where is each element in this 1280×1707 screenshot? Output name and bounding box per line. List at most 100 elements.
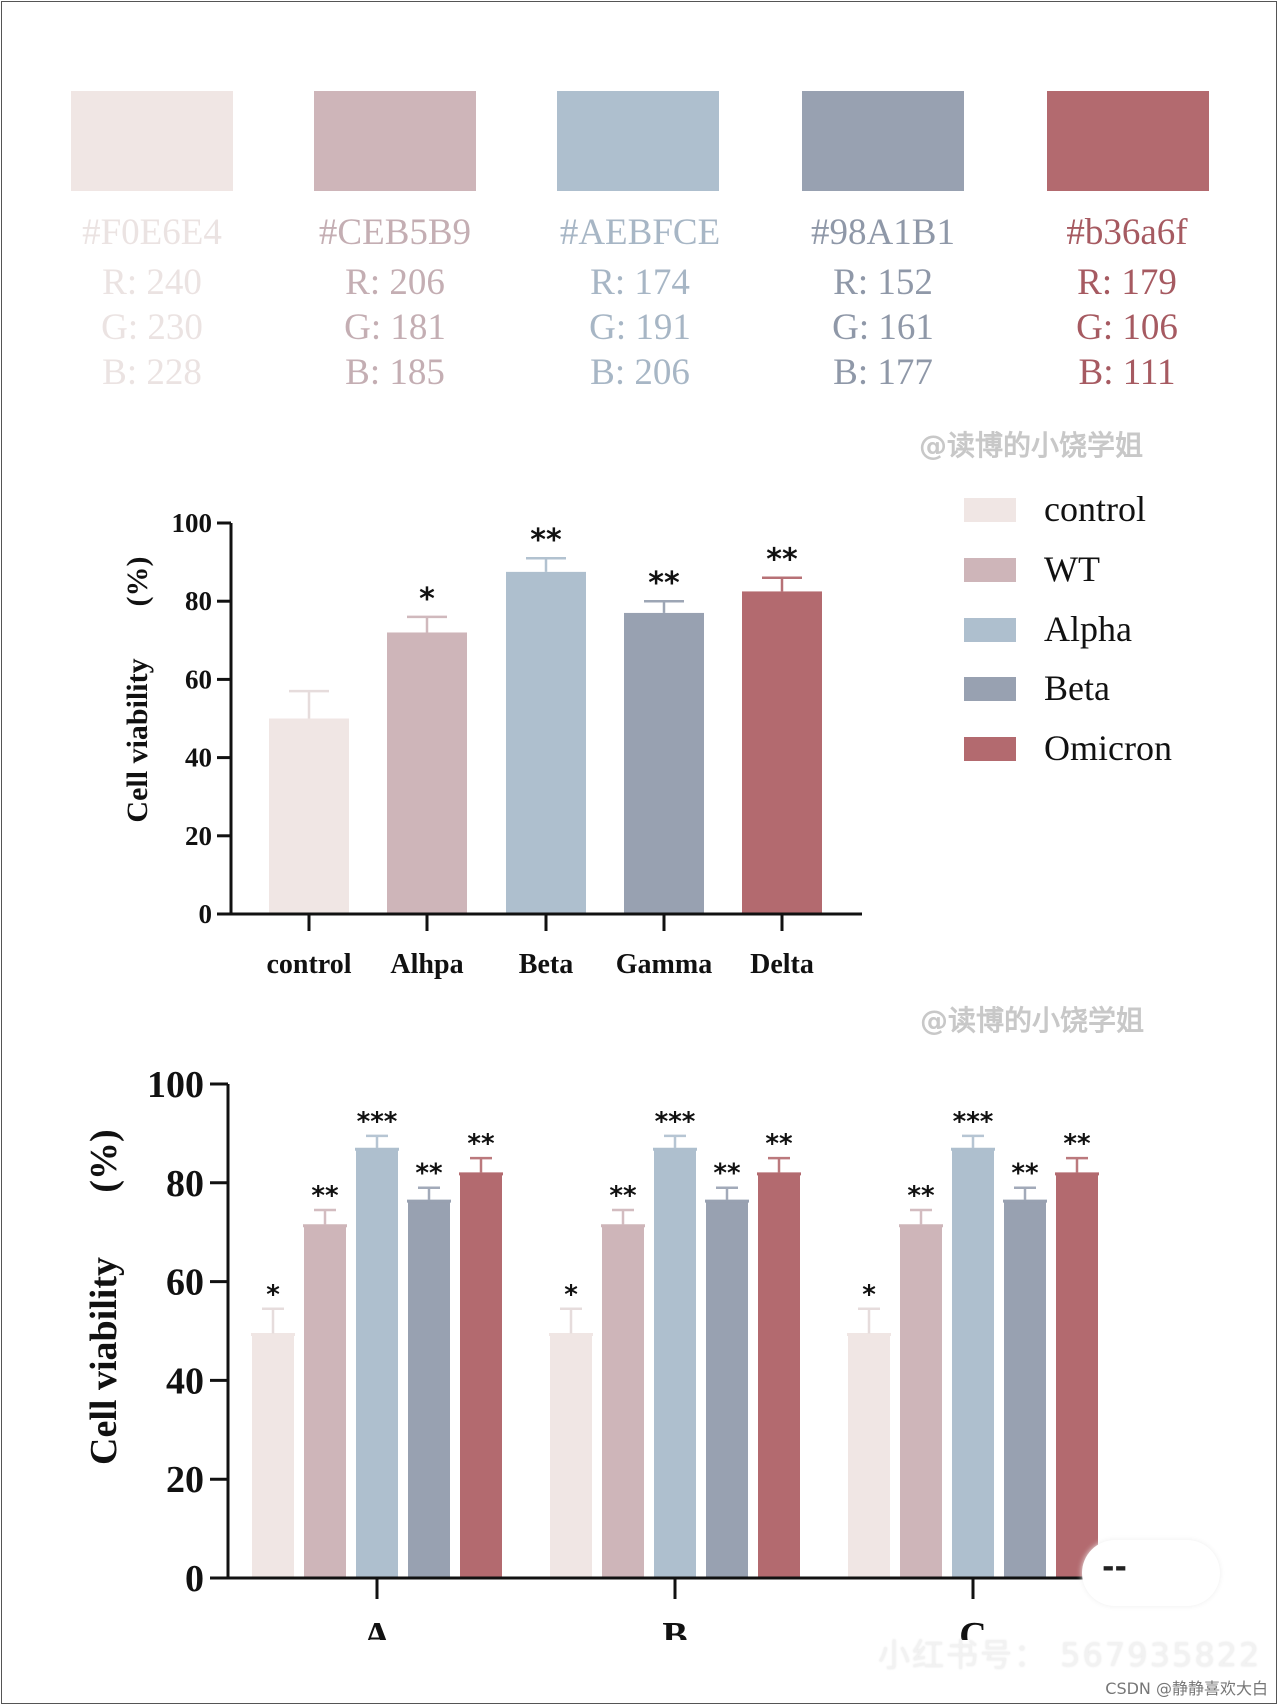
y-tick-label: 0 — [199, 899, 213, 929]
significance-marker: ** — [765, 1129, 793, 1159]
xiaohongshu-badge: -- — [1082, 1540, 1220, 1606]
palette-r-value: R: 179 — [1077, 262, 1177, 303]
bar — [387, 632, 467, 913]
author-watermark-2: @读博的小饶学姐 — [920, 1004, 1145, 1037]
significance-marker: ** — [467, 1129, 495, 1159]
legend-label: Alpha — [1044, 609, 1132, 649]
significance-marker: * — [266, 1280, 280, 1310]
legend-label: Beta — [1044, 668, 1110, 708]
x-tick-label: Delta — [750, 949, 814, 980]
csdn-watermark: CSDN @静静喜欢大白 — [1105, 1679, 1268, 1698]
legend-label: control — [1044, 489, 1146, 529]
significance-marker: ** — [907, 1181, 935, 1211]
significance-marker: ** — [530, 523, 562, 558]
palette-b-value: B: 177 — [833, 352, 933, 393]
author-watermark-1: @读博的小饶学姐 — [919, 429, 1144, 462]
bar — [706, 1200, 748, 1577]
significance-marker: * — [564, 1280, 578, 1310]
bar — [460, 1172, 502, 1577]
xiaohongshu-id-watermark: 小红书号： 567935822 — [878, 1636, 1262, 1674]
significance-marker: ** — [415, 1159, 443, 1189]
y-axis-label-unit: (%) — [121, 557, 154, 607]
bar — [758, 1172, 800, 1577]
bar — [506, 571, 586, 913]
palette-swatch — [802, 91, 964, 191]
significance-marker: ** — [766, 543, 798, 578]
palette-hex-code: #98A1B1 — [811, 212, 955, 253]
palette-swatch — [71, 91, 233, 191]
bar — [356, 1148, 398, 1577]
palette-g-value: G: 191 — [589, 307, 691, 348]
palette-swatch — [314, 91, 476, 191]
significance-marker: ** — [609, 1181, 637, 1211]
palette-b-value: B: 228 — [102, 352, 202, 393]
bar — [624, 612, 704, 913]
y-tick-label: 60 — [185, 664, 212, 694]
palette-b-value: B: 111 — [1078, 352, 1176, 393]
y-axis-label-unit: (%) — [83, 1129, 125, 1192]
bar — [269, 718, 349, 913]
significance-marker: * — [419, 582, 435, 617]
palette-r-value: R: 206 — [345, 262, 445, 303]
legend-swatch — [964, 558, 1016, 582]
y-tick-label: 100 — [147, 1064, 204, 1106]
significance-marker: ** — [648, 566, 680, 601]
palette-hex-code: #AEBFCE — [559, 212, 721, 253]
significance-marker: ** — [1063, 1129, 1091, 1159]
x-tick-label: B — [662, 1615, 687, 1640]
x-tick-label: control — [266, 949, 351, 980]
bar — [952, 1148, 994, 1577]
palette-g-value: G: 161 — [832, 307, 934, 348]
palette-hex-code: #F0E6E4 — [82, 212, 222, 253]
palette-g-value: G: 106 — [1076, 307, 1178, 348]
y-tick-label: 60 — [166, 1262, 204, 1304]
bar — [304, 1224, 346, 1577]
significance-marker: ** — [311, 1181, 339, 1211]
significance-marker: *** — [953, 1107, 994, 1137]
bar — [252, 1333, 294, 1577]
significance-marker: *** — [655, 1107, 696, 1137]
y-tick-label: 100 — [172, 508, 213, 538]
legend-label: WT — [1044, 549, 1100, 589]
y-axis-label: Cell viability (%) — [83, 1129, 125, 1465]
bar — [900, 1224, 942, 1577]
xiaohongshu-badge-text: -- — [1102, 1550, 1127, 1585]
y-tick-label: 40 — [185, 743, 212, 773]
y-axis-label: Cell viability (%) — [121, 557, 154, 823]
significance-marker: * — [862, 1280, 876, 1310]
y-tick-label: 40 — [166, 1360, 204, 1402]
significance-marker: ** — [1011, 1159, 1039, 1189]
palette-r-value: R: 152 — [833, 262, 933, 303]
bar — [742, 591, 822, 913]
y-tick-label: 80 — [185, 586, 212, 616]
legend-swatch — [964, 618, 1016, 642]
legend-swatch — [964, 498, 1016, 522]
palette-swatch — [557, 91, 719, 191]
y-tick-label: 20 — [166, 1459, 204, 1501]
x-tick-label: Alhpa — [390, 949, 463, 980]
bar — [550, 1333, 592, 1577]
palette-g-value: G: 230 — [101, 307, 203, 348]
palette-swatch — [1047, 91, 1209, 191]
palette-b-value: B: 185 — [345, 352, 445, 393]
bar — [408, 1200, 450, 1577]
y-axis-label-main: Cell viability — [83, 1257, 125, 1465]
palette-g-value: G: 181 — [344, 307, 446, 348]
legend-swatch — [964, 737, 1016, 761]
palette-r-value: R: 174 — [590, 262, 690, 303]
significance-marker: ** — [713, 1159, 741, 1189]
x-tick-label: Beta — [519, 949, 573, 980]
palette-hex-code: #b36a6f — [1066, 212, 1188, 253]
significance-marker: *** — [357, 1107, 398, 1137]
y-tick-label: 20 — [185, 821, 212, 851]
y-tick-label: 80 — [166, 1163, 204, 1205]
bar — [1004, 1200, 1046, 1577]
x-tick-label: C — [959, 1615, 986, 1640]
legend-swatch — [964, 677, 1016, 701]
y-tick-label: 0 — [185, 1558, 204, 1600]
palette-hex-code: #CEB5B9 — [318, 212, 472, 253]
x-tick-label: A — [363, 1615, 391, 1640]
bar — [654, 1148, 696, 1577]
